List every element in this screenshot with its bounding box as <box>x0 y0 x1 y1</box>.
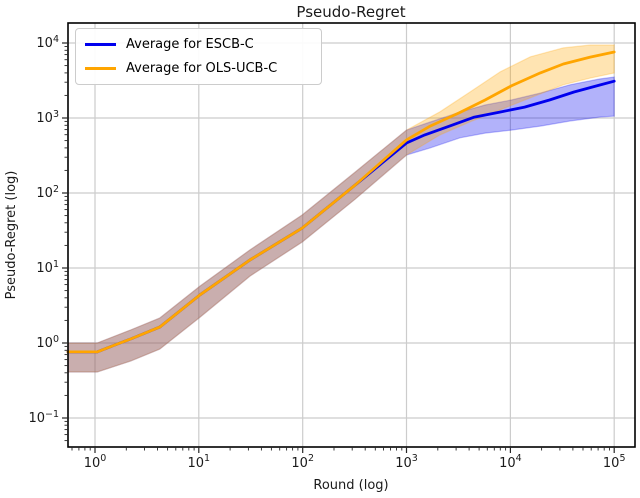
y-tick-label: 10−1 <box>28 409 59 426</box>
axis-tick-labels: 100 101 102 103 104 105 10−1 100 101 102 103 104 <box>28 34 625 471</box>
x-axis-label: Round (log) <box>313 478 388 493</box>
ols-ucb-c-confidence-band <box>67 44 615 373</box>
legend-label: Average for OLS-UCB-C <box>126 61 278 76</box>
chart-title: Pseudo-Regret <box>296 3 405 21</box>
ols-ucb-c-line <box>66 50 616 354</box>
y-tick-label: 104 <box>36 34 59 51</box>
confidence-bands <box>67 44 615 373</box>
y-tick-label: 101 <box>36 259 59 276</box>
axis-ticks <box>62 42 615 453</box>
legend-label: Average for ESCB-C <box>126 37 254 52</box>
escb-c-confidence-band <box>67 76 615 373</box>
x-tick-label: 104 <box>499 453 522 471</box>
x-tick-label: 105 <box>603 453 626 471</box>
legend-entry: Average for OLS-UCB-C <box>85 58 312 79</box>
legend: Average for ESCB-C Average for OLS-UCB-C <box>75 28 322 85</box>
legend-swatch-ols-ucb-c <box>85 67 116 70</box>
y-tick-label: 100 <box>36 334 59 351</box>
legend-entry: Average for ESCB-C <box>85 34 312 55</box>
y-tick-label: 103 <box>36 109 59 126</box>
plot-border <box>67 22 636 448</box>
series-lines <box>66 50 616 354</box>
x-tick-label: 101 <box>188 453 211 471</box>
legend-swatch-escb-c <box>85 43 116 46</box>
y-tick-label: 102 <box>36 184 59 201</box>
y-axis-label: Pseudo-Regret (log) <box>4 171 19 300</box>
x-tick-label: 100 <box>84 453 107 471</box>
x-tick-label: 103 <box>395 453 418 471</box>
x-tick-label: 102 <box>291 453 314 471</box>
